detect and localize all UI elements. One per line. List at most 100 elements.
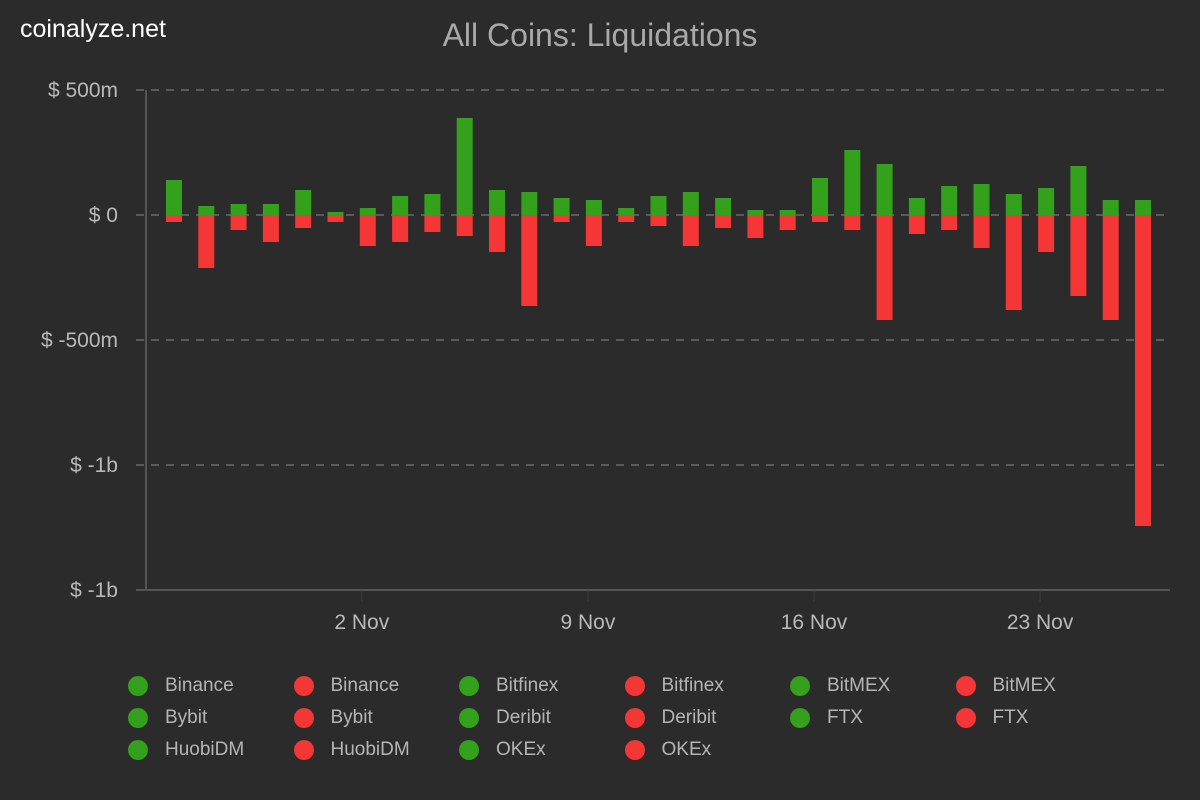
bar-negative-29-oct[interactable] bbox=[230, 215, 247, 230]
bar-negative-21-nov[interactable] bbox=[973, 215, 990, 248]
bar-negative-18-nov[interactable] bbox=[876, 215, 893, 320]
bar-positive-17-nov[interactable] bbox=[844, 150, 861, 215]
bar-negative-1-nov[interactable] bbox=[327, 215, 344, 222]
axis-layer bbox=[136, 90, 1170, 602]
bar-negative-6-nov[interactable] bbox=[489, 215, 505, 252]
legend-item-huobidm-long[interactable]: HuobiDM bbox=[128, 734, 294, 766]
bar-negative-20-nov[interactable] bbox=[941, 215, 958, 230]
legend-item-bitmex-long[interactable]: BitMEX bbox=[790, 670, 956, 702]
bar-layer bbox=[166, 118, 1151, 526]
legend-label: Binance bbox=[330, 675, 400, 696]
bar-negative-26-nov[interactable] bbox=[1135, 215, 1151, 526]
bar-positive-23-nov[interactable] bbox=[1038, 188, 1055, 215]
bar-positive-8-nov[interactable] bbox=[553, 198, 570, 215]
legend-dot-icon bbox=[955, 676, 976, 696]
legend-label: FTX bbox=[992, 707, 1029, 728]
bar-negative-28-oct[interactable] bbox=[198, 215, 215, 268]
legend: Binance Binance Bitfinex Bitfinex BitMEX BitM… bbox=[128, 670, 1121, 766]
legend-item-bybit-short[interactable]: Bybit bbox=[293, 702, 460, 734]
bar-positive-30-oct[interactable] bbox=[262, 204, 279, 215]
bar-negative-16-nov[interactable] bbox=[812, 215, 828, 222]
legend-dot-icon bbox=[293, 676, 314, 696]
bar-negative-8-nov[interactable] bbox=[553, 215, 570, 222]
x-tick-label: 16 Nov bbox=[781, 611, 848, 634]
bar-positive-10-nov[interactable] bbox=[618, 208, 635, 215]
legend-item-bitfinex-short[interactable]: Bitfinex bbox=[624, 670, 791, 702]
bar-positive-22-nov[interactable] bbox=[1005, 194, 1022, 215]
bar-negative-10-nov[interactable] bbox=[618, 215, 635, 222]
bar-negative-15-nov[interactable] bbox=[779, 215, 796, 230]
legend-label: HuobiDM bbox=[330, 739, 410, 760]
bar-negative-31-oct[interactable] bbox=[295, 215, 312, 228]
bar-negative-30-oct[interactable] bbox=[262, 215, 279, 242]
legend-dot-icon bbox=[459, 740, 479, 760]
bar-positive-20-nov[interactable] bbox=[941, 186, 958, 215]
bar-negative-13-nov[interactable] bbox=[715, 215, 732, 228]
legend-item-bybit-long[interactable]: Bybit bbox=[128, 702, 294, 734]
bar-positive-18-nov[interactable] bbox=[876, 164, 893, 215]
bar-positive-6-nov[interactable] bbox=[489, 190, 505, 215]
bar-negative-17-nov[interactable] bbox=[844, 215, 861, 230]
bar-positive-7-nov[interactable] bbox=[521, 192, 538, 215]
legend-item-binance-long[interactable]: Binance bbox=[128, 670, 294, 702]
bar-positive-1-nov[interactable] bbox=[327, 212, 344, 215]
bar-positive-28-oct[interactable] bbox=[198, 206, 215, 215]
bar-positive-31-oct[interactable] bbox=[295, 190, 312, 215]
bar-negative-24-nov[interactable] bbox=[1070, 215, 1087, 296]
bar-positive-26-nov[interactable] bbox=[1135, 200, 1151, 215]
bar-positive-9-nov[interactable] bbox=[585, 200, 602, 215]
bar-negative-4-nov[interactable] bbox=[424, 215, 441, 232]
legend-item-okex-short[interactable]: OKEx bbox=[624, 734, 791, 766]
bar-positive-4-nov[interactable] bbox=[424, 194, 441, 215]
bar-positive-13-nov[interactable] bbox=[715, 198, 732, 215]
bar-positive-24-nov[interactable] bbox=[1070, 166, 1087, 215]
bar-positive-12-nov[interactable] bbox=[682, 192, 699, 215]
legend-item-deribit-short[interactable]: Deribit bbox=[624, 702, 791, 734]
bar-positive-16-nov[interactable] bbox=[812, 178, 828, 215]
y-tick-label: $ -1b bbox=[70, 579, 118, 602]
bar-negative-14-nov[interactable] bbox=[747, 215, 764, 238]
legend-item-huobidm-short[interactable]: HuobiDM bbox=[293, 734, 460, 766]
bar-positive-5-nov[interactable] bbox=[456, 118, 473, 215]
legend-item-bitmex-short[interactable]: BitMEX bbox=[955, 670, 1122, 702]
legend-label: Bitfinex bbox=[496, 675, 559, 696]
y-tick-label: $ 0 bbox=[89, 204, 118, 227]
legend-dot-icon bbox=[293, 708, 314, 728]
legend-dot-icon bbox=[128, 708, 148, 728]
bar-positive-19-nov[interactable] bbox=[908, 198, 925, 215]
bar-positive-3-nov[interactable] bbox=[392, 196, 409, 215]
bar-positive-21-nov[interactable] bbox=[973, 184, 990, 215]
bar-positive-27-oct[interactable] bbox=[166, 180, 182, 215]
legend-item-okex-long[interactable]: OKEx bbox=[459, 734, 625, 766]
bar-negative-2-nov[interactable] bbox=[359, 215, 376, 246]
bar-negative-25-nov[interactable] bbox=[1102, 215, 1119, 320]
bar-negative-19-nov[interactable] bbox=[908, 215, 925, 234]
bar-negative-23-nov[interactable] bbox=[1038, 215, 1055, 252]
bar-positive-14-nov[interactable] bbox=[747, 210, 764, 215]
legend-item-binance-short[interactable]: Binance bbox=[293, 670, 460, 702]
legend-item-ftx-short[interactable]: FTX bbox=[955, 702, 1122, 734]
bar-positive-29-oct[interactable] bbox=[230, 204, 247, 215]
bar-negative-9-nov[interactable] bbox=[585, 215, 602, 246]
legend-item-deribit-long[interactable]: Deribit bbox=[459, 702, 625, 734]
legend-label: BitMEX bbox=[992, 675, 1056, 696]
bar-positive-25-nov[interactable] bbox=[1102, 200, 1119, 215]
legend-item-bitfinex-long[interactable]: Bitfinex bbox=[459, 670, 625, 702]
y-tick-label: $ -500m bbox=[41, 329, 118, 352]
bar-positive-11-nov[interactable] bbox=[650, 196, 667, 215]
x-tick-label: 2 Nov bbox=[334, 611, 389, 634]
bar-positive-15-nov[interactable] bbox=[779, 210, 796, 215]
bar-positive-2-nov[interactable] bbox=[359, 208, 376, 215]
label-layer: $ 500m $ 0 $ -500m $ -1b $ -1b 2 Nov 9 Nov 16 N… bbox=[41, 79, 1074, 634]
bar-negative-3-nov[interactable] bbox=[392, 215, 409, 242]
bar-negative-5-nov[interactable] bbox=[456, 215, 473, 236]
bar-negative-7-nov[interactable] bbox=[521, 215, 538, 306]
bar-negative-12-nov[interactable] bbox=[682, 215, 699, 246]
brand-logo-text[interactable]: coinalyze.net bbox=[20, 15, 166, 43]
bar-negative-11-nov[interactable] bbox=[650, 215, 667, 226]
bar-negative-22-nov[interactable] bbox=[1005, 215, 1022, 310]
legend-dot-icon bbox=[128, 676, 148, 696]
legend-item-ftx-long[interactable]: FTX bbox=[790, 702, 956, 734]
x-tick-label: 23 Nov bbox=[1007, 611, 1074, 634]
bar-negative-27-oct[interactable] bbox=[166, 215, 182, 222]
